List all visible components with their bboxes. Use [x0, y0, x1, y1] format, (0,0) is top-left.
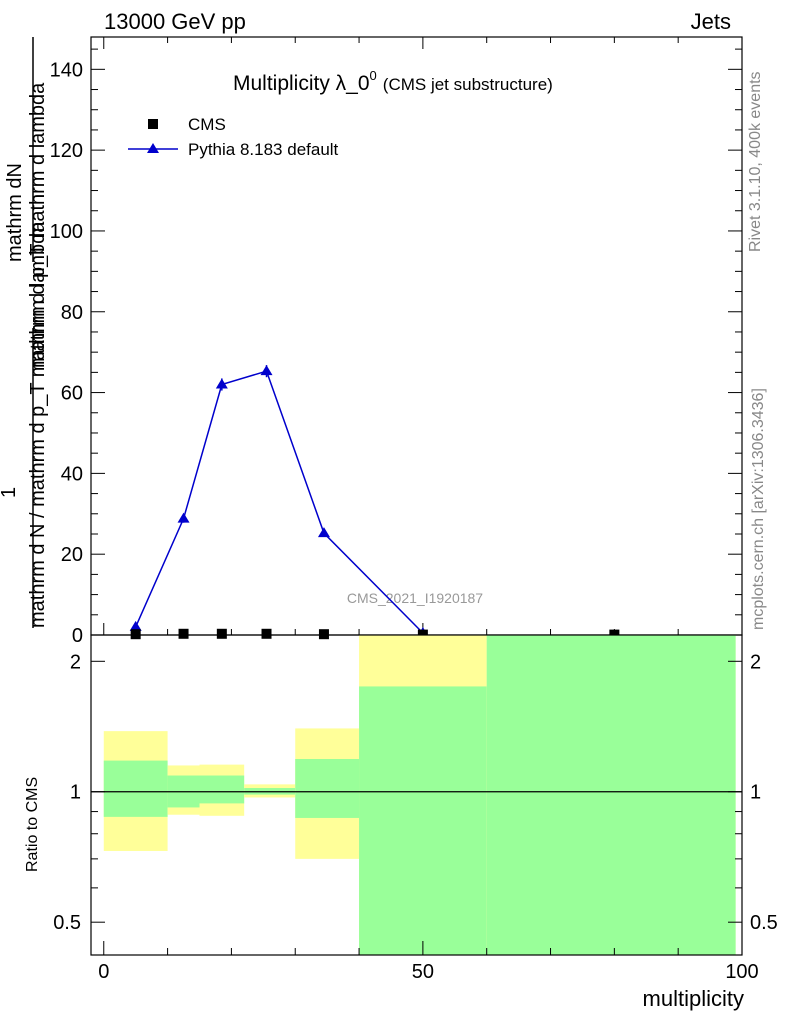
cms-point	[178, 628, 189, 639]
header-left-label: 13000 GeV pp	[104, 9, 246, 34]
legend-pythia-marker	[147, 143, 159, 153]
cms-point	[130, 629, 141, 640]
ratio-y-tick-label-left: 2	[70, 651, 81, 673]
cms-point	[216, 628, 227, 639]
svg-text:mathrm d N / mathrm d p_T math: mathrm d N / mathrm d p_T mathrm d lambd…	[27, 221, 49, 628]
pythia-series-line	[134, 370, 424, 634]
ratio-plot: 0.5 0.5 1 1 2 2 0 50 100 Ratio to CMS multiplici…	[24, 634, 778, 1011]
x-axis-label: multiplicity	[643, 986, 744, 1011]
main-y-tick-label: 100	[50, 221, 83, 243]
ratio-y-axis-label: Ratio to CMS	[24, 777, 41, 872]
ratio-plot-frame	[90, 634, 743, 956]
cms-point	[318, 629, 329, 640]
header-right-label: Jets	[691, 9, 731, 34]
main-y-tick-label: 80	[61, 302, 83, 324]
ratio-band-green	[199, 775, 245, 804]
pythia-point	[317, 527, 330, 538]
pythia-point	[215, 378, 228, 389]
ratio-y-tick-label-right: 0.5	[750, 912, 778, 934]
ratio-y-tick-label-right: 2	[750, 651, 761, 673]
chart-title: Multiplicity λ_00 (CMS jet substructure)	[233, 68, 553, 95]
x-tick-label: 50	[412, 961, 434, 983]
legend-cms-label: CMS	[188, 115, 226, 134]
ratio-band-green	[103, 760, 168, 817]
ratio-y-tick-label-right: 1	[750, 782, 761, 804]
ratio-band-green	[486, 635, 736, 955]
pythia-point	[129, 620, 142, 631]
legend-cms-marker	[148, 119, 158, 129]
ratio-band-green	[295, 759, 360, 818]
main-y-tick-label: 140	[50, 59, 83, 81]
source-side-label: mcplots.cern.ch [arXiv:1306.3436]	[750, 388, 767, 630]
main-y-tick-label: 40	[61, 463, 83, 485]
svg-text:mathrm dN: mathrm dN	[4, 163, 26, 262]
main-y-tick-label: 20	[61, 544, 83, 566]
ratio-y-tick-label-left: 1	[70, 782, 81, 804]
cms-point	[261, 628, 272, 639]
ratio-band-green	[359, 686, 487, 955]
pythia-point	[260, 365, 273, 376]
x-tick-label: 100	[725, 961, 758, 983]
version-side-label: Rivet 3.1.10, 400k events	[747, 71, 764, 252]
x-tick-label: 0	[98, 961, 109, 983]
main-y-tick-label: 120	[50, 140, 83, 162]
svg-text:1: 1	[0, 487, 20, 498]
legend: CMS Pythia 8.183 default	[128, 115, 339, 159]
main-y-tick-label: 60	[61, 383, 83, 405]
legend-pythia-label: Pythia 8.183 default	[188, 140, 339, 159]
ratio-y-tick-label-left: 0.5	[53, 912, 81, 934]
main-y-axis-label: mathrm dN mathrm d p_T mathrm d lambda 1…	[0, 37, 49, 628]
watermark-label: CMS_2021_I1920187	[347, 590, 483, 606]
pythia-point	[177, 512, 190, 523]
main-plot: 0 20 40 60 80 100 120 140 Multiplicity λ_00 (CMS…	[0, 36, 743, 647]
main-y-tick-label: 0	[72, 625, 83, 647]
